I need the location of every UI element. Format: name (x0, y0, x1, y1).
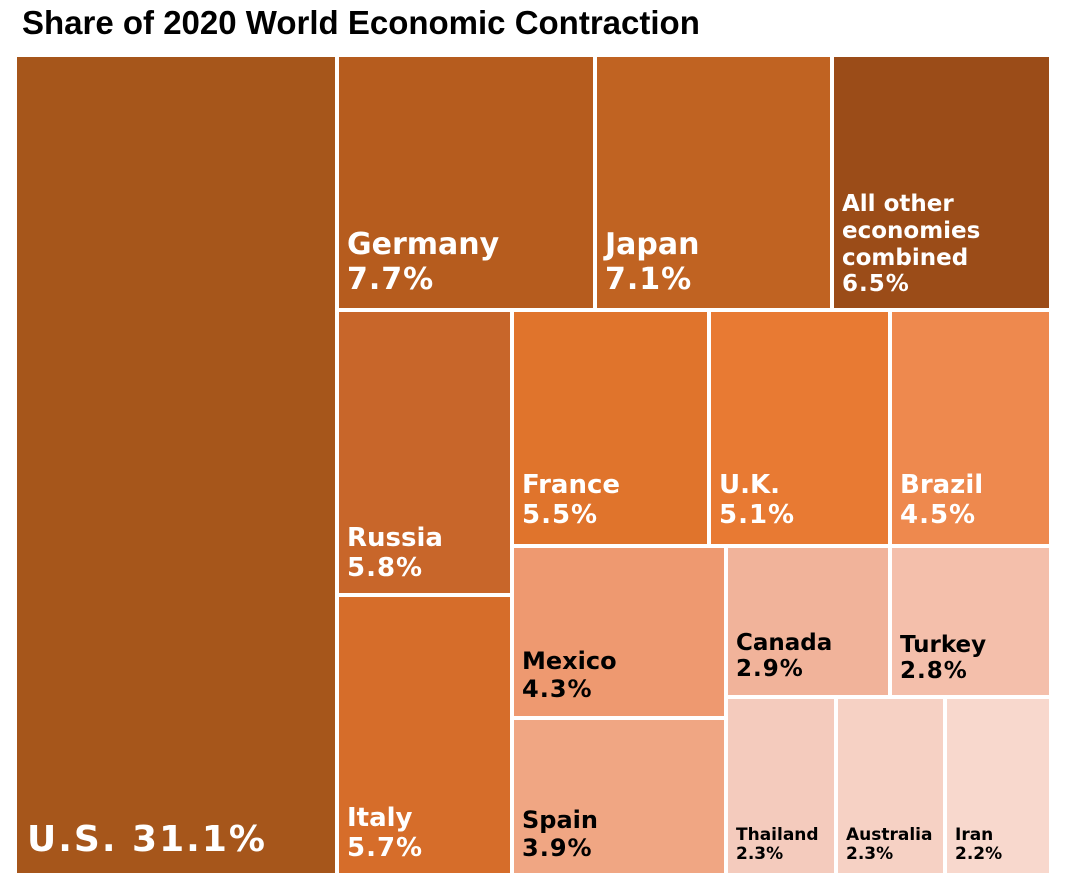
treemap-tile-all-other-economies-combined: All other economies combined 6.5% (832, 55, 1051, 310)
treemap-tile-u-s: U.S. 31.1% (15, 55, 337, 875)
tile-label: Australia 2.3% (846, 824, 933, 865)
tile-label: Brazil 4.5% (900, 470, 983, 530)
tile-name: U.K. (719, 469, 781, 500)
chart-title: Share of 2020 World Economic Contraction (22, 4, 700, 41)
tile-name: All other economies combined (842, 191, 981, 271)
tile-name: Iran (955, 824, 994, 845)
tile-label: Thailand 2.3% (736, 824, 819, 865)
tile-name: France (522, 469, 621, 500)
treemap-tile-turkey: Turkey 2.8% (890, 546, 1051, 697)
tile-name: Russia (347, 522, 443, 553)
tile-label: Japan 7.1% (605, 228, 699, 298)
tile-name: Mexico (522, 647, 617, 676)
tile-value: 5.7% (347, 832, 424, 863)
tile-label: Russia 5.8% (347, 523, 443, 583)
tile-label: U.S. 31.1% (27, 819, 267, 861)
tile-name: Canada (736, 629, 833, 656)
treemap-tile-spain: Spain 3.9% (512, 718, 726, 875)
treemap-tile-brazil: Brazil 4.5% (890, 310, 1051, 546)
tile-name: Germany (347, 227, 500, 263)
tile-label-line: U.S. 31.1% (27, 819, 267, 861)
tile-name: Turkey (900, 631, 987, 658)
tile-value: 2.3% (736, 844, 784, 865)
treemap-chart: U.S. 31.1% Germany 7.7% Japan 7.1% All other … (15, 55, 1051, 875)
treemap-tile-canada: Canada 2.9% (726, 546, 890, 697)
treemap-tile-italy: Italy 5.7% (337, 595, 512, 875)
tile-label: U.K. 5.1% (719, 470, 795, 530)
tile-label: All other economies combined 6.5% (842, 191, 1002, 298)
tile-label: Mexico 4.3% (522, 648, 617, 704)
tile-label: Turkey 2.8% (900, 632, 986, 685)
treemap-tile-france: France 5.5% (512, 310, 709, 546)
treemap-tile-germany: Germany 7.7% (337, 55, 595, 310)
tile-label: France 5.5% (522, 470, 620, 530)
treemap-tile-japan: Japan 7.1% (595, 55, 832, 310)
tile-value: 2.9% (736, 656, 804, 683)
tile-value: 5.5% (522, 499, 599, 530)
tile-label: Spain 3.9% (522, 807, 598, 863)
treemap-tile-iran: Iran 2.2% (945, 697, 1051, 875)
tile-value: 4.3% (522, 675, 593, 704)
tile-label: Italy 5.7% (347, 803, 423, 863)
treemap-tile-u-k: U.K. 5.1% (709, 310, 890, 546)
treemap-tile-thailand: Thailand 2.3% (726, 697, 836, 875)
tile-label: Canada 2.9% (736, 630, 832, 683)
tile-value: 5.1% (719, 499, 796, 530)
tile-name: Brazil (900, 469, 984, 500)
tile-name: Australia (846, 824, 933, 845)
tile-name: Spain (522, 806, 598, 835)
tile-label: Germany 7.7% (347, 228, 499, 298)
tile-label: Iran 2.2% (955, 824, 1003, 865)
tile-value: 7.7% (347, 262, 435, 298)
tile-value: 3.9% (522, 834, 593, 863)
treemap-tile-mexico: Mexico 4.3% (512, 546, 726, 718)
tile-value: 4.5% (900, 499, 977, 530)
tile-value: 7.1% (605, 262, 693, 298)
tile-name: Thailand (736, 824, 819, 845)
tile-name: Japan (605, 227, 700, 263)
tile-value: 5.8% (347, 552, 424, 583)
treemap-tile-australia: Australia 2.3% (836, 697, 945, 875)
tile-value: 2.2% (955, 844, 1003, 865)
tile-value: 6.5% (842, 271, 910, 298)
tile-value: 2.3% (846, 844, 894, 865)
tile-name: Italy (347, 802, 413, 833)
tile-value: 2.8% (900, 658, 968, 685)
treemap-tile-russia: Russia 5.8% (337, 310, 512, 595)
